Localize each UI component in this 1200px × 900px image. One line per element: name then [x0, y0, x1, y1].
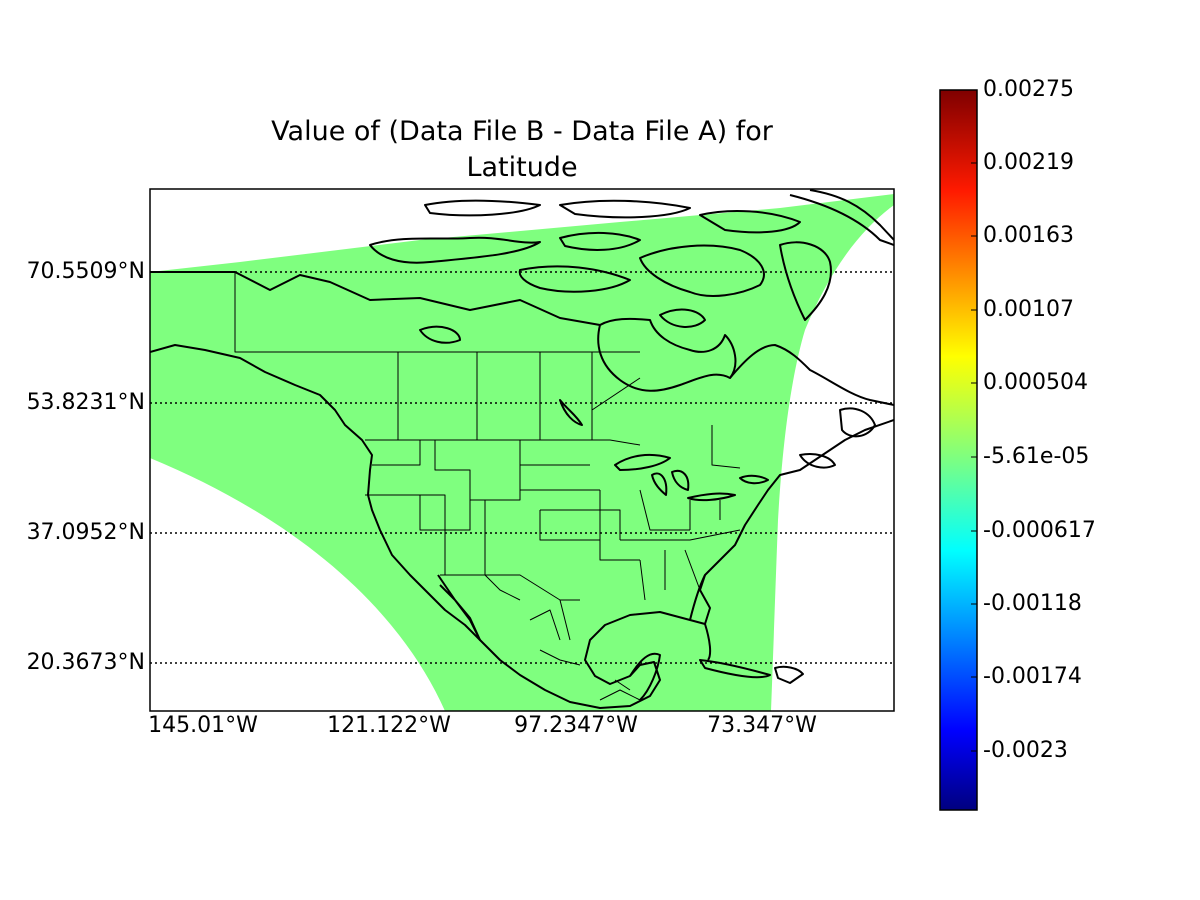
- colorbar-tick-label: 0.00219: [983, 150, 1074, 175]
- colorbar-tick-label: -5.61e-05: [983, 444, 1090, 469]
- latitude-tick-label: 70.5509°N: [26, 259, 145, 284]
- chart-title-line-1: Value of (Data File B - Data File A) for: [271, 116, 773, 147]
- colorbar-tick-label: -0.00174: [983, 664, 1082, 689]
- coastlines: [150, 189, 894, 709]
- colorbar-ticks: [971, 89, 977, 752]
- latitude-gridlines: [150, 271, 894, 664]
- latitude-tick-label: 53.8231°N: [26, 390, 145, 415]
- colorbar-tick-label: 0.00163: [983, 223, 1074, 248]
- chart-title-line-2: Latitude: [466, 152, 578, 183]
- latitude-tick-label: 20.3673°N: [26, 650, 145, 675]
- colorbar-tick-label: -0.00118: [983, 591, 1082, 616]
- political-borders: [234, 272, 741, 701]
- colorbar-tick-label: -0.000617: [983, 518, 1096, 543]
- latitude-tick-label: 37.0952°N: [26, 520, 145, 545]
- longitude-tick-label: 145.01°W: [148, 713, 258, 738]
- data-field-region: [150, 194, 894, 711]
- longitude-tick-label: 121.122°W: [327, 713, 451, 738]
- colorbar: [939, 89, 978, 811]
- longitude-tick-label: 73.347°W: [707, 713, 817, 738]
- colorbar-tick-label: 0.00107: [983, 297, 1074, 322]
- colorbar-tick-label: 0.00275: [983, 77, 1074, 102]
- longitude-tick-label: 97.2347°W: [514, 713, 638, 738]
- colorbar-tick-label: -0.0023: [983, 738, 1068, 763]
- colorbar-tick-label: 0.000504: [983, 370, 1088, 395]
- map-axes-frame: [149, 188, 895, 712]
